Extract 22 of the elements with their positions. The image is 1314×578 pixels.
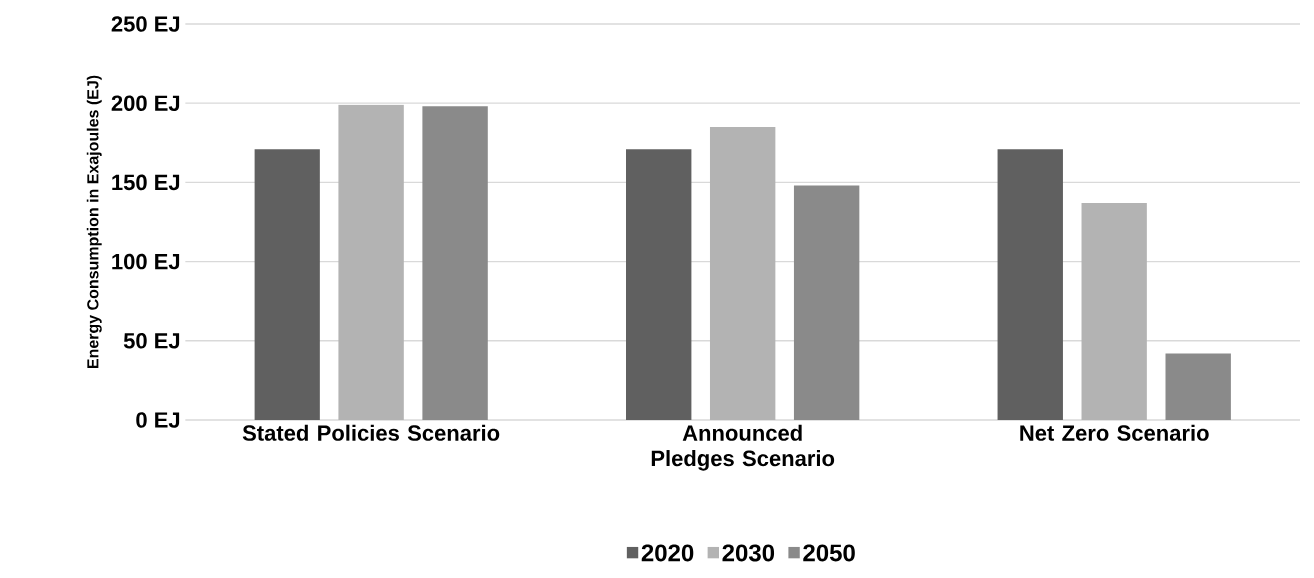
- bar: [997, 149, 1063, 420]
- y-tick-label: 0 EJ: [136, 412, 180, 428]
- legend-label: 2020: [641, 544, 694, 562]
- y-tick-label: 100 EJ: [112, 253, 180, 270]
- legend-label: 2050: [803, 544, 855, 562]
- bar: [793, 185, 860, 420]
- y-axis-title: Energy Consumption in Exajoules (EJ): [86, 75, 102, 369]
- bar: [254, 149, 320, 420]
- y-tick-label: 150 EJ: [112, 174, 180, 191]
- y-tick-label: 50 EJ: [123, 332, 180, 349]
- bar: [626, 149, 692, 420]
- x-tick-label: Announced Pledges Scenario: [651, 424, 835, 471]
- bar: [1165, 353, 1231, 420]
- legend-label: 2030: [722, 544, 775, 562]
- y-tick-label: 200 EJ: [111, 95, 180, 111]
- bar: [338, 104, 404, 420]
- x-tick-label: Stated Policies Scenario: [242, 424, 500, 441]
- x-tick-label: Net Zero Scenario: [1020, 424, 1209, 441]
- bar: [1081, 202, 1147, 420]
- bar: [422, 106, 488, 420]
- bar: [709, 126, 776, 420]
- y-tick-label: 250 EJ: [111, 16, 180, 32]
